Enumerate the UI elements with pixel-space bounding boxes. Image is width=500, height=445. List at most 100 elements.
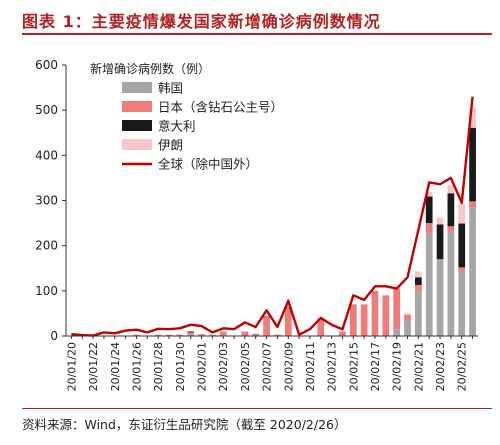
bar-segment bbox=[382, 295, 390, 336]
x-tick-label: 20/02/21 bbox=[412, 342, 425, 391]
bar-segment bbox=[425, 223, 433, 233]
bar-segment bbox=[469, 107, 476, 128]
bar-segment bbox=[274, 334, 281, 336]
bar-segment bbox=[133, 334, 140, 336]
bar-segment bbox=[436, 259, 444, 336]
bar-segment bbox=[458, 223, 466, 268]
y-tick-label: 500 bbox=[35, 103, 58, 117]
bar-segment bbox=[393, 288, 401, 330]
x-tick-label: 20/02/23 bbox=[434, 342, 447, 391]
bar-segment bbox=[165, 334, 173, 336]
bar-segment bbox=[393, 329, 401, 336]
legend-swatch bbox=[122, 120, 152, 131]
bar-segment bbox=[425, 196, 433, 224]
x-tick-label: 20/02/09 bbox=[282, 342, 295, 391]
x-tick-label: 20/02/01 bbox=[196, 342, 209, 391]
legend-label: 日本（含钻石公主号） bbox=[158, 100, 283, 115]
bar-segment bbox=[447, 226, 455, 232]
x-tick-label: 20/02/15 bbox=[347, 342, 360, 391]
y-tick-label: 400 bbox=[35, 148, 58, 162]
legend-swatch bbox=[122, 101, 152, 112]
y-tick-label: 600 bbox=[35, 58, 58, 72]
line-layer bbox=[71, 96, 474, 337]
bar-segment bbox=[187, 331, 195, 333]
bar-segment bbox=[176, 334, 184, 336]
bar-segment bbox=[404, 320, 411, 336]
legend-swatch bbox=[122, 139, 152, 150]
bar-segment bbox=[447, 231, 455, 336]
legend-label: 意大利 bbox=[158, 119, 196, 134]
bar-segment bbox=[339, 331, 346, 336]
bar-segment bbox=[209, 334, 216, 336]
bar-segment bbox=[415, 284, 422, 291]
bar-segment bbox=[252, 333, 260, 336]
bar-segment bbox=[404, 313, 411, 315]
bar-segment bbox=[187, 332, 195, 335]
legend-label: 韩国 bbox=[158, 81, 183, 96]
x-tick-label: 20/02/19 bbox=[391, 342, 404, 391]
bar-segment bbox=[436, 259, 444, 260]
bar-segment bbox=[415, 290, 422, 336]
y-tick-label: 100 bbox=[35, 284, 58, 298]
y-tick-label: 0 bbox=[50, 329, 58, 343]
bar-segment bbox=[284, 306, 292, 336]
x-tick-label: 20/02/17 bbox=[369, 342, 382, 391]
bar-segment bbox=[263, 316, 270, 318]
bars-layer bbox=[68, 107, 476, 337]
bar-segment bbox=[371, 290, 379, 336]
y-tick-label: 200 bbox=[35, 239, 58, 253]
bar-segment bbox=[219, 331, 227, 336]
bar-segment bbox=[458, 203, 466, 224]
bar-segment bbox=[425, 232, 433, 336]
source-note: 资料来源：Wind，东证衍生品研究院（截至 2020/2/26） bbox=[22, 417, 347, 432]
x-tick-label: 20/02/03 bbox=[217, 342, 230, 391]
x-tick-label: 20/02/13 bbox=[326, 342, 339, 391]
y-axis-label: 新增确诊病例数（例） bbox=[90, 61, 210, 76]
bar-segment bbox=[458, 267, 466, 271]
legend-label: 伊朗 bbox=[158, 138, 183, 153]
bar-segment bbox=[436, 224, 444, 260]
bar-segment bbox=[360, 304, 368, 336]
bar-segment bbox=[469, 201, 476, 208]
bar-segment bbox=[447, 185, 455, 194]
x-tick-label: 20/02/11 bbox=[304, 342, 317, 391]
x-tick-labels: 20/01/20 20/01/22 20/01/24 20/01/26 20/01/28… bbox=[65, 342, 468, 391]
legend-swatch bbox=[122, 82, 152, 93]
bar-segment bbox=[317, 318, 325, 336]
bar-segment bbox=[404, 314, 411, 321]
axes bbox=[62, 64, 478, 339]
series-line-global bbox=[71, 96, 474, 337]
x-tick-label: 20/02/05 bbox=[239, 342, 252, 391]
bar-segment bbox=[436, 217, 444, 225]
bar-segment bbox=[415, 277, 422, 285]
bar-segment bbox=[425, 191, 433, 197]
title-divider bbox=[22, 33, 492, 35]
bar-segment bbox=[187, 334, 195, 336]
x-tick-label: 20/02/25 bbox=[456, 342, 469, 391]
bar-segment bbox=[154, 334, 162, 336]
bar-segment bbox=[458, 270, 466, 336]
x-tick-label: 20/01/26 bbox=[130, 342, 143, 391]
y-tick-labels: 0 100 200 300 400 500 600 bbox=[35, 58, 58, 343]
x-tick-label: 20/01/24 bbox=[109, 342, 122, 391]
bar-segment bbox=[415, 271, 422, 278]
bar-segment bbox=[469, 127, 476, 202]
x-tick-label: 20/02/07 bbox=[261, 342, 274, 391]
x-tick-label: 20/01/30 bbox=[174, 342, 187, 391]
bar-segment bbox=[241, 331, 249, 336]
legend-label: 全球（除中国外） bbox=[158, 157, 258, 172]
x-tick-label: 20/01/28 bbox=[152, 342, 165, 391]
figure-title: 图表 1：主要疫情爆发国家新增确诊病例数情况 bbox=[22, 12, 381, 31]
bar-segment bbox=[447, 193, 455, 227]
bar-segment bbox=[469, 207, 476, 336]
source-divider bbox=[22, 408, 492, 409]
bar-segment bbox=[198, 334, 205, 336]
bar-segment bbox=[349, 304, 357, 336]
x-tick-label: 20/01/22 bbox=[87, 342, 100, 391]
x-tick-label: 20/01/20 bbox=[65, 342, 78, 391]
bar-segment bbox=[263, 317, 270, 336]
y-tick-label: 300 bbox=[35, 194, 58, 208]
